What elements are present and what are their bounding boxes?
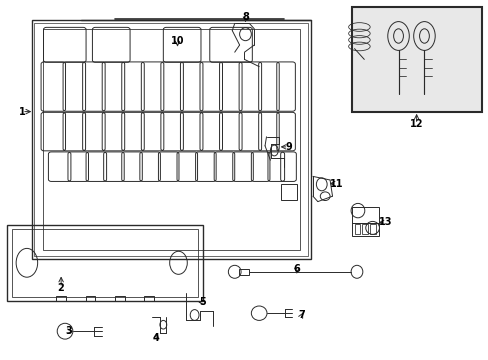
Text: 7: 7 [298, 310, 305, 320]
Text: 13: 13 [378, 217, 391, 228]
Bar [351, 7, 481, 112]
Bar [351, 223, 378, 236]
Bar [144, 296, 154, 301]
Text: 1: 1 [19, 107, 25, 117]
Bar [56, 296, 66, 301]
Text: 2: 2 [58, 283, 64, 293]
Text: 8: 8 [242, 12, 248, 22]
Bar [362, 224, 367, 234]
Text: 9: 9 [285, 142, 291, 152]
Bar [351, 207, 378, 223]
Text: 4: 4 [153, 333, 160, 343]
Text: 10: 10 [170, 36, 184, 46]
Bar [354, 224, 360, 234]
Bar [238, 269, 249, 275]
Text: 11: 11 [329, 179, 343, 189]
Text: 12: 12 [409, 119, 423, 129]
Bar [369, 224, 375, 234]
Bar [85, 296, 95, 301]
Text: 3: 3 [65, 326, 72, 336]
Bar [115, 296, 124, 301]
Text: 6: 6 [293, 264, 300, 274]
Text: 5: 5 [199, 297, 206, 307]
Bar [280, 184, 297, 200]
